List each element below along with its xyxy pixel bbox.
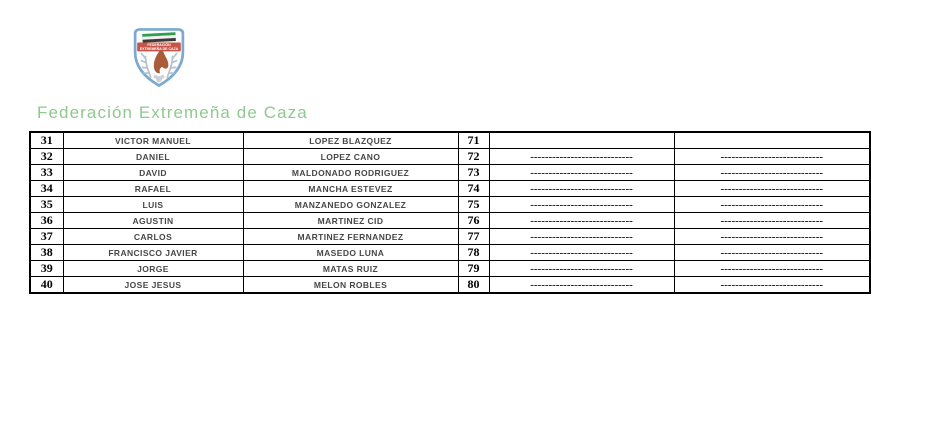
roster-table-body: 31 VICTOR MANUEL LOPEZ BLAZQUEZ 71 32 DA… xyxy=(29,131,871,294)
cell-first-name: FRANCISCO JAVIER xyxy=(62,244,244,261)
cell-number-right: 71 xyxy=(457,131,490,149)
cell-number-left: 39 xyxy=(29,260,64,277)
cell-placeholder-last-name: ---------------------------- xyxy=(673,180,871,197)
cell-first-name: VICTOR MANUEL xyxy=(62,131,244,149)
cell-first-name: JORGE xyxy=(62,260,244,277)
cell-first-name: CARLOS xyxy=(62,228,244,245)
cell-placeholder-last-name xyxy=(673,131,871,149)
cell-placeholder-first-name: ---------------------------- xyxy=(488,180,675,197)
cell-number-right: 79 xyxy=(457,260,490,277)
cell-placeholder-first-name xyxy=(488,131,675,149)
cell-placeholder-last-name: ---------------------------- xyxy=(673,228,871,245)
cell-number-left: 34 xyxy=(29,180,64,197)
table-row: 38 FRANCISCO JAVIER MASEDO LUNA 78 -----… xyxy=(29,244,871,261)
cell-number-left: 33 xyxy=(29,164,64,181)
cell-placeholder-first-name: ---------------------------- xyxy=(488,276,675,294)
cell-number-left: 31 xyxy=(29,131,64,149)
deer-head-icon xyxy=(153,75,165,83)
cell-first-name: JOSE JESUS xyxy=(62,276,244,294)
cell-first-name: AGUSTIN xyxy=(62,212,244,229)
cell-placeholder-last-name: ---------------------------- xyxy=(673,244,871,261)
extremadura-flag-icon xyxy=(142,32,176,43)
cell-placeholder-last-name: ---------------------------- xyxy=(673,276,871,294)
federation-crest-logo: FEDERACIÓN EXTREMEÑA DE CAZA xyxy=(132,26,186,89)
cell-placeholder-first-name: ---------------------------- xyxy=(488,228,675,245)
cell-placeholder-first-name: ---------------------------- xyxy=(488,260,675,277)
cell-number-right: 80 xyxy=(457,276,490,294)
table-row: 40 JOSE JESUS MELON ROBLES 80 ----------… xyxy=(29,276,871,294)
table-row: 34 RAFAEL MANCHA ESTEVEZ 74 ------------… xyxy=(29,180,871,197)
deer-antlers-icon xyxy=(140,52,178,79)
table-row: 32 DANIEL LOPEZ CANO 72 ----------------… xyxy=(29,148,871,165)
cell-last-name: MANZANEDO GONZALEZ xyxy=(242,196,459,213)
cell-number-right: 74 xyxy=(457,180,490,197)
cell-placeholder-last-name: ---------------------------- xyxy=(673,164,871,181)
cell-placeholder-first-name: ---------------------------- xyxy=(488,212,675,229)
cell-last-name: MATAS RUIZ xyxy=(242,260,459,277)
cell-placeholder-last-name: ---------------------------- xyxy=(673,196,871,213)
cell-number-left: 35 xyxy=(29,196,64,213)
table-row: 35 LUIS MANZANEDO GONZALEZ 75 ----------… xyxy=(29,196,871,213)
cell-last-name: LOPEZ BLAZQUEZ xyxy=(242,131,459,149)
cell-placeholder-first-name: ---------------------------- xyxy=(488,164,675,181)
cell-last-name: LOPEZ CANO xyxy=(242,148,459,165)
cell-number-left: 40 xyxy=(29,276,64,294)
table-row: 39 JORGE MATAS RUIZ 79 -----------------… xyxy=(29,260,871,277)
cell-first-name: DANIEL xyxy=(62,148,244,165)
cell-last-name: MELON ROBLES xyxy=(242,276,459,294)
bird-icon xyxy=(153,50,169,74)
cell-last-name: MANCHA ESTEVEZ xyxy=(242,180,459,197)
cell-last-name: MALDONADO RODRIGUEZ xyxy=(242,164,459,181)
cell-placeholder-last-name: ---------------------------- xyxy=(673,148,871,165)
cell-number-right: 75 xyxy=(457,196,490,213)
cell-first-name: DAVID xyxy=(62,164,244,181)
cell-last-name: MARTINEZ CID xyxy=(242,212,459,229)
table-row: 33 DAVID MALDONADO RODRIGUEZ 73 --------… xyxy=(29,164,871,181)
cell-last-name: MASEDO LUNA xyxy=(242,244,459,261)
roster-table: 31 VICTOR MANUEL LOPEZ BLAZQUEZ 71 32 DA… xyxy=(29,131,871,294)
table-row: 36 AGUSTIN MARTINEZ CID 76 -------------… xyxy=(29,212,871,229)
cell-placeholder-first-name: ---------------------------- xyxy=(488,244,675,261)
cell-number-right: 77 xyxy=(457,228,490,245)
cell-number-left: 36 xyxy=(29,212,64,229)
crest-band: FEDERACIÓN EXTREMEÑA DE CAZA xyxy=(137,42,181,52)
cell-first-name: LUIS xyxy=(62,196,244,213)
cell-number-right: 73 xyxy=(457,164,490,181)
crest-shield-icon: FEDERACIÓN EXTREMEÑA DE CAZA xyxy=(133,28,185,88)
cell-number-right: 72 xyxy=(457,148,490,165)
cell-placeholder-first-name: ---------------------------- xyxy=(488,196,675,213)
cell-first-name: RAFAEL xyxy=(62,180,244,197)
cell-placeholder-first-name: ---------------------------- xyxy=(488,148,675,165)
cell-placeholder-last-name: ---------------------------- xyxy=(673,212,871,229)
table-row: 31 VICTOR MANUEL LOPEZ BLAZQUEZ 71 xyxy=(29,131,871,149)
cell-number-right: 78 xyxy=(457,244,490,261)
cell-number-left: 38 xyxy=(29,244,64,261)
cell-number-left: 32 xyxy=(29,148,64,165)
cell-number-left: 37 xyxy=(29,228,64,245)
cell-placeholder-last-name: ---------------------------- xyxy=(673,260,871,277)
crest-band-line2: EXTREMEÑA DE CAZA xyxy=(140,46,179,51)
cell-number-right: 76 xyxy=(457,212,490,229)
cell-last-name: MARTINEZ FERNANDEZ xyxy=(242,228,459,245)
crest-band-line1: FEDERACIÓN xyxy=(147,42,171,47)
page-title: Federación Extremeña de Caza xyxy=(37,103,308,122)
table-row: 37 CARLOS MARTINEZ FERNANDEZ 77 --------… xyxy=(29,228,871,245)
